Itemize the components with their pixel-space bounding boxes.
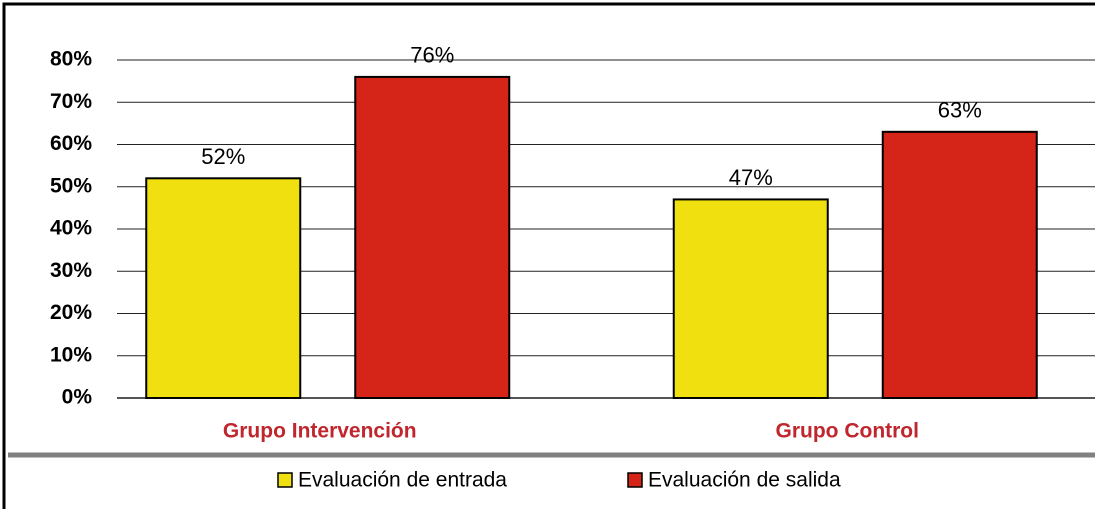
x-tick-label: Grupo Intervención [223, 420, 417, 443]
y-tick-label: 30% [50, 259, 92, 282]
data-label: 76% [410, 43, 454, 68]
bar [354, 75, 511, 400]
legend-swatch [277, 472, 293, 488]
y-tick-label: 40% [50, 217, 92, 240]
legend-label: Evaluación de entrada [298, 469, 507, 492]
bar [881, 130, 1038, 399]
y-tick-label: 80% [50, 48, 92, 71]
legend-swatch [627, 472, 643, 488]
y-tick-label: 0% [62, 386, 93, 409]
y-tick-label: 10% [50, 343, 92, 366]
y-tick-label: 70% [50, 90, 92, 113]
y-tick-label: 60% [50, 132, 92, 155]
y-tick-label: 50% [50, 174, 92, 197]
data-label: 52% [201, 144, 245, 169]
bar [672, 198, 829, 399]
data-label: 47% [729, 165, 773, 190]
y-tick-label: 20% [50, 301, 92, 324]
legend-label: Evaluación de salida [648, 469, 841, 492]
data-label: 63% [938, 98, 982, 123]
bar [145, 177, 302, 399]
x-tick-label: Grupo Control [776, 420, 919, 443]
